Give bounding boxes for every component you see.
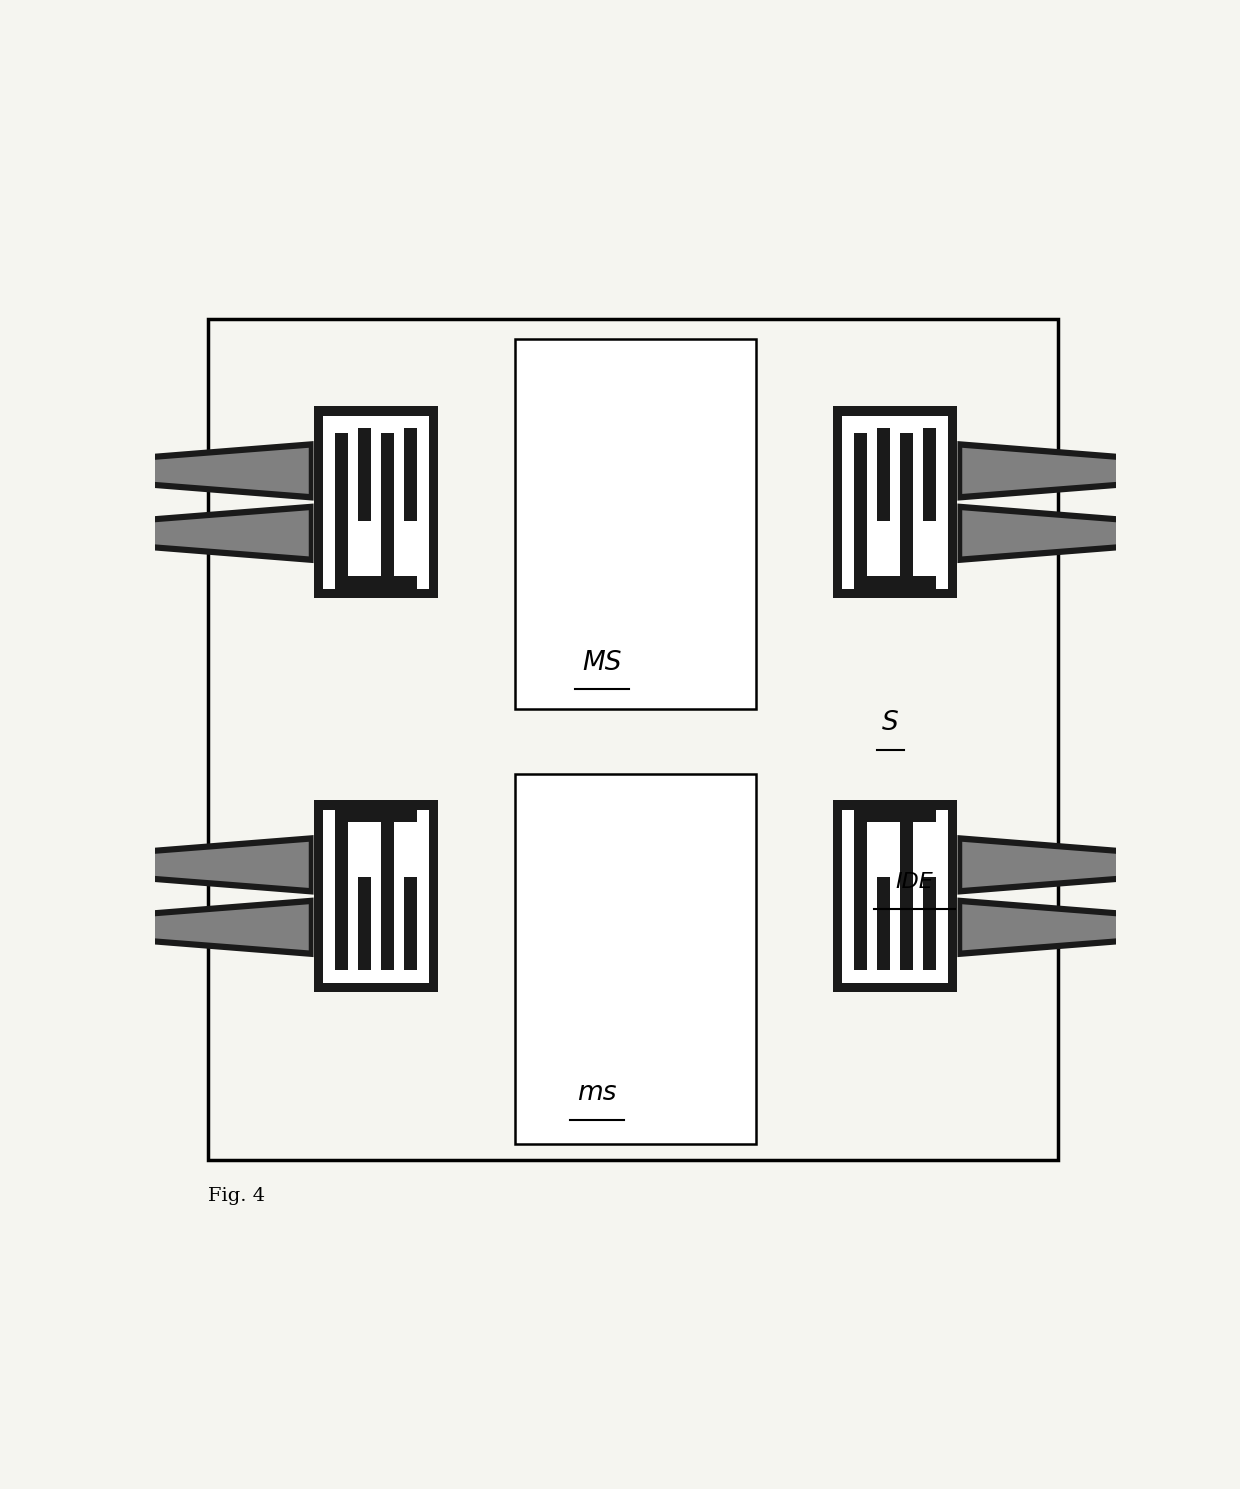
Polygon shape — [155, 448, 309, 494]
Bar — [208, 320, 1058, 1160]
Polygon shape — [962, 841, 1116, 887]
Polygon shape — [957, 441, 1121, 500]
Bar — [877, 877, 889, 971]
Bar — [516, 338, 755, 709]
Polygon shape — [155, 841, 309, 887]
Bar — [314, 800, 439, 992]
Polygon shape — [962, 904, 1116, 950]
Text: IDE: IDE — [895, 871, 932, 892]
Polygon shape — [962, 448, 1116, 494]
Polygon shape — [150, 503, 314, 563]
Bar — [324, 810, 429, 983]
Bar — [382, 814, 394, 971]
Polygon shape — [150, 441, 314, 500]
Bar — [314, 406, 439, 599]
Bar — [854, 576, 936, 588]
Bar — [358, 429, 371, 521]
Text: S: S — [882, 710, 899, 736]
Bar — [832, 800, 957, 992]
Polygon shape — [957, 835, 1121, 895]
Text: Fig. 4: Fig. 4 — [208, 1187, 265, 1205]
Polygon shape — [155, 511, 309, 557]
Bar — [854, 810, 936, 822]
Bar — [335, 810, 417, 822]
Bar — [832, 406, 957, 599]
Text: ms: ms — [578, 1080, 616, 1106]
Polygon shape — [150, 835, 314, 895]
Bar — [335, 576, 417, 588]
Polygon shape — [962, 511, 1116, 557]
Polygon shape — [957, 503, 1121, 563]
Bar — [404, 429, 417, 521]
Bar — [854, 814, 867, 971]
Polygon shape — [155, 904, 309, 950]
Bar — [335, 814, 347, 971]
Text: MS: MS — [582, 649, 621, 676]
Bar — [404, 877, 417, 971]
Bar — [382, 433, 394, 588]
Bar — [900, 433, 913, 588]
Bar — [900, 814, 913, 971]
Bar — [516, 774, 755, 1144]
Bar — [842, 415, 947, 588]
Polygon shape — [957, 898, 1121, 957]
Polygon shape — [150, 898, 314, 957]
Bar — [877, 429, 889, 521]
Bar — [924, 877, 936, 971]
Bar — [324, 415, 429, 588]
Bar — [358, 877, 371, 971]
Bar — [335, 433, 347, 588]
Bar — [854, 433, 867, 588]
Bar — [842, 810, 947, 983]
Bar — [924, 429, 936, 521]
